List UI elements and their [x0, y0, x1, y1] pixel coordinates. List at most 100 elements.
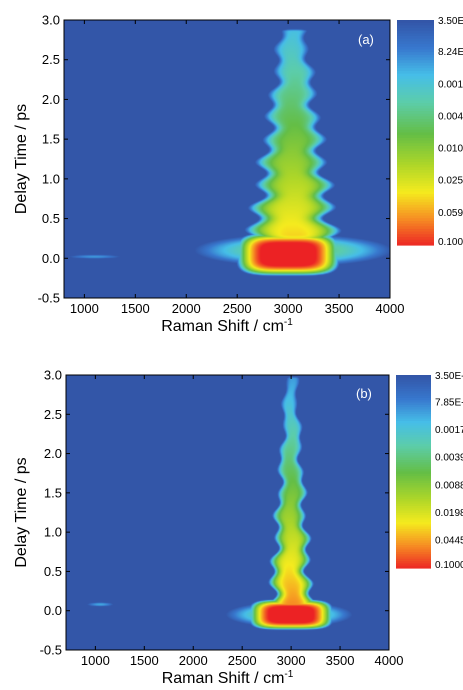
colorbar-swatch [396, 542, 431, 546]
colorbar: 3.50E-04 7.85E-04 0.0017 0.0039 0.0088 0.0198… [396, 371, 463, 571]
colorbar-swatch [397, 167, 434, 171]
x-tick-label: 1500 [130, 653, 159, 668]
colorbar-swatch [397, 20, 434, 24]
colorbar-label: 0.0088 [435, 480, 463, 491]
colorbar-label: 0.1000 [438, 237, 463, 248]
colorbar-swatch [397, 178, 434, 182]
colorbar-swatch [397, 180, 434, 184]
colorbar-swatch [397, 148, 434, 152]
colorbar-swatch [396, 531, 431, 535]
colorbar-swatch [396, 522, 431, 525]
colorbar-swatch [396, 545, 431, 548]
colorbar-swatch [397, 218, 434, 222]
colorbar-swatch [397, 226, 434, 230]
colorbar-swatch [397, 228, 434, 233]
x-tick-label: 3000 [274, 301, 303, 316]
colorbar-swatch [396, 395, 431, 399]
colorbar-swatch [396, 455, 431, 459]
x-tick-label: 4000 [376, 301, 405, 316]
chart-panel-2: 1000 1500 2000 2500 3000 3500 4000 -0.5 0.0 0.5 1.… [13, 368, 463, 688]
colorbar-swatch [396, 377, 431, 381]
colorbar-swatch [396, 489, 431, 493]
colorbar-label: 0.0019 [438, 79, 463, 90]
colorbar-swatch [396, 533, 431, 537]
colorbar-swatch [396, 402, 431, 406]
colorbar-swatch [396, 510, 431, 514]
colorbar-swatch [397, 188, 434, 193]
colorbar-label: 3.50E-04 [435, 371, 463, 382]
colorbar-swatch [397, 239, 434, 243]
colorbar-swatch [396, 404, 431, 408]
colorbar-swatch [397, 89, 434, 93]
colorbar-swatch [397, 108, 434, 112]
colorbar-swatch [396, 471, 431, 475]
colorbar-swatch [397, 242, 434, 246]
colorbar-swatch [396, 453, 431, 457]
heatmap-image [64, 20, 390, 298]
colorbar-swatch [396, 446, 431, 450]
colorbar: 3.50E-04 8.24E-04 0.0019 0.0045 0.0107 0.0253… [397, 16, 463, 248]
colorbar-swatch [396, 460, 431, 463]
colorbar-label: 0.1000 [435, 560, 463, 571]
colorbar-swatch [397, 159, 434, 163]
colorbar-swatch [396, 457, 431, 461]
y-tick-label: 3.0 [44, 368, 62, 383]
colorbar-swatch [396, 464, 431, 468]
colorbar-swatch [397, 57, 434, 61]
colorbar-swatch [397, 186, 434, 190]
y-tick-label: 2.0 [44, 446, 62, 461]
colorbar-swatch [397, 49, 434, 53]
x-tick-label: 3500 [325, 301, 354, 316]
colorbar-swatch [396, 441, 431, 445]
colorbar-swatch [397, 234, 434, 238]
colorbar-swatch [396, 512, 431, 516]
colorbar-swatch [396, 496, 431, 500]
colorbar-swatch [397, 97, 434, 101]
colorbar-swatch [396, 515, 431, 519]
colorbar-swatch [397, 202, 434, 206]
colorbar-swatch [396, 393, 431, 397]
colorbar-swatch [396, 476, 431, 479]
y-tick-label: -0.5 [40, 643, 62, 658]
panel-label: (b) [356, 386, 372, 401]
colorbar-swatch [396, 535, 431, 539]
colorbar-label: 3.50E-04 [438, 16, 463, 27]
colorbar-swatch [397, 111, 434, 115]
y-tick-label: 0.0 [44, 603, 62, 618]
colorbar-swatch [396, 517, 431, 521]
colorbar-swatch [397, 132, 434, 136]
colorbar-swatch [396, 492, 431, 496]
colorbar-swatch [396, 443, 431, 447]
colorbar-swatch [396, 503, 431, 507]
colorbar-swatch [396, 434, 431, 438]
colorbar-swatch [397, 140, 434, 144]
colorbar-swatch [397, 223, 434, 227]
colorbar-swatch [397, 103, 434, 107]
colorbar-swatch [396, 450, 431, 454]
colorbar-swatch [396, 478, 431, 482]
colorbar-swatch [397, 73, 434, 77]
colorbar-swatch [396, 432, 431, 436]
x-tick-label: 3000 [277, 653, 306, 668]
colorbar-swatch [396, 494, 431, 498]
panel-label: (a) [358, 32, 374, 47]
colorbar-swatch [397, 41, 434, 45]
colorbar-swatch [396, 391, 431, 394]
colorbar-swatch [396, 551, 431, 555]
y-tick-label: 2.5 [42, 52, 60, 67]
colorbar-swatch [397, 33, 434, 37]
colorbar-swatch [397, 44, 434, 48]
colorbar-swatch [396, 416, 431, 420]
colorbar-swatch [397, 100, 434, 104]
colorbar-swatch [397, 92, 434, 96]
colorbar-swatch [397, 121, 434, 126]
colorbar-swatch [397, 196, 434, 201]
colorbar-swatch [396, 381, 431, 385]
colorbar-swatch [397, 215, 434, 219]
colorbar-swatch [397, 62, 434, 67]
plot-frame [65, 374, 390, 651]
colorbar-swatch [396, 384, 431, 388]
colorbar-label: 0.0445 [435, 535, 463, 546]
x-tick-label: 2500 [223, 301, 252, 316]
